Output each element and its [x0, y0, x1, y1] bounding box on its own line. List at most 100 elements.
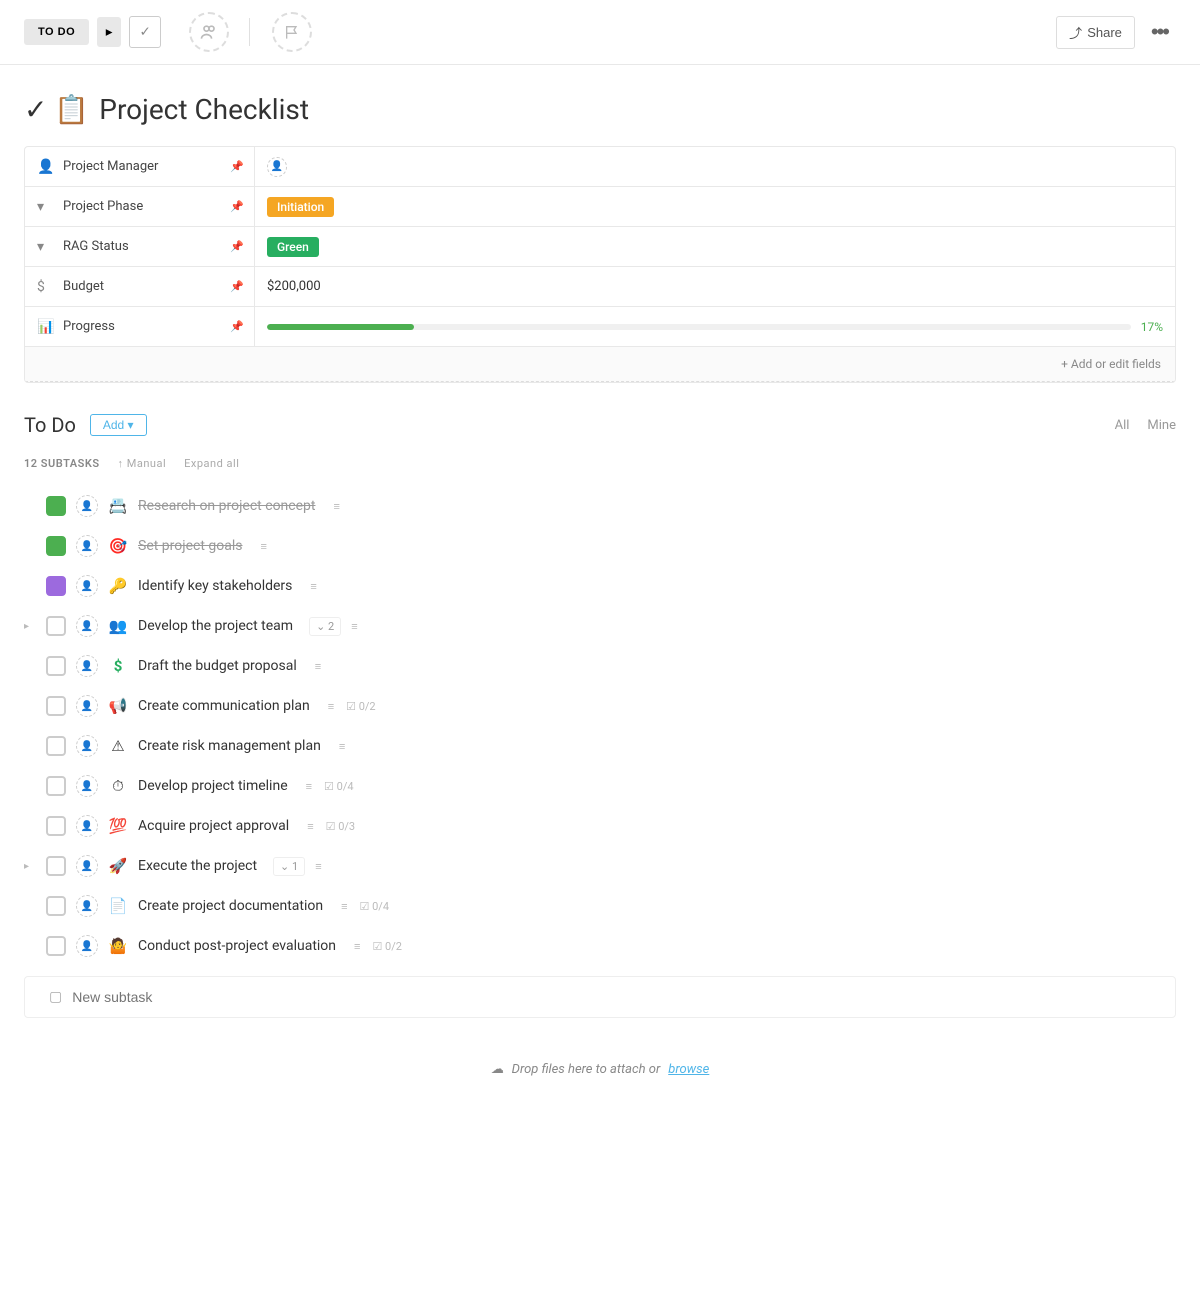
filter-all[interactable]: All — [1115, 418, 1130, 433]
task-row[interactable]: ▸👤👥Develop the project team⌄ 2≡ — [24, 606, 1176, 646]
task-assignee-icon[interactable]: 👤 — [76, 735, 98, 757]
add-button[interactable]: Add ▾ — [90, 414, 147, 436]
title-section: ✓ 📋 Project Checklist — [0, 65, 1200, 146]
task-checkbox[interactable] — [46, 696, 66, 716]
task-checkbox[interactable] — [46, 536, 66, 556]
task-title[interactable]: Create project documentation — [138, 898, 323, 914]
new-subtask-row[interactable]: ▢ — [24, 976, 1176, 1018]
description-icon[interactable]: ≡ — [337, 738, 347, 755]
task-title[interactable]: Develop the project team — [138, 618, 293, 634]
task-title[interactable]: Acquire project approval — [138, 818, 289, 834]
task-assignee-icon[interactable]: 👤 — [76, 895, 98, 917]
status-button[interactable]: TO DO — [24, 19, 89, 45]
share-button[interactable]: ⤴ Share — [1056, 16, 1135, 49]
task-assignee-icon[interactable]: 👤 — [76, 695, 98, 717]
checklist-badge[interactable]: ☑ 0/2 — [370, 938, 404, 955]
description-icon[interactable]: ≡ — [308, 578, 318, 595]
field-rag-status[interactable]: ▾RAG Status📌 Green — [25, 227, 1175, 267]
description-icon[interactable]: ≡ — [352, 938, 362, 955]
new-subtask-input[interactable] — [72, 989, 1151, 1005]
task-checkbox[interactable] — [46, 496, 66, 516]
browse-link[interactable]: browse — [668, 1062, 709, 1077]
task-emoji-icon: 💯 — [108, 817, 128, 835]
assignee-add-icon[interactable] — [189, 12, 229, 52]
sort-manual[interactable]: ↑ Manual — [118, 457, 167, 470]
task-row[interactable]: 👤 💯 Acquire project approval ≡ ☑ 0/3 — [24, 806, 1176, 846]
rag-badge: Green — [267, 237, 319, 257]
task-checkbox[interactable] — [46, 736, 66, 756]
task-assignee-icon[interactable]: 👤 — [76, 935, 98, 957]
field-budget[interactable]: $Budget📌 $200,000 — [25, 267, 1175, 307]
task-checkbox[interactable] — [46, 936, 66, 956]
task-title[interactable]: Research on project concept — [138, 498, 315, 514]
task-assignee-icon[interactable]: 👤 — [76, 575, 98, 597]
dropdown-icon: ▾ — [37, 239, 55, 255]
task-row[interactable]: 👤🔑Identify key stakeholders≡ — [24, 566, 1176, 606]
filter-mine[interactable]: Mine — [1147, 418, 1176, 433]
task-row[interactable]: 👤⚠Create risk management plan≡ — [24, 726, 1176, 766]
description-icon[interactable]: ≡ — [349, 618, 359, 635]
task-title[interactable]: Create risk management plan — [138, 738, 321, 754]
checklist-badge[interactable]: ☑ 0/3 — [324, 818, 358, 835]
priority-flag-icon[interactable] — [272, 12, 312, 52]
task-row[interactable]: 👤🤷Conduct post-project evaluation≡☑ 0/2 — [24, 926, 1176, 966]
task-title[interactable]: Identify key stakeholders — [138, 578, 292, 594]
assignee-placeholder-icon[interactable]: 👤 — [267, 157, 287, 177]
field-progress[interactable]: 📊Progress📌 17% — [25, 307, 1175, 347]
checklist-badge[interactable]: ☑ 0/4 — [358, 898, 392, 915]
field-project-phase[interactable]: ▾Project Phase📌 Initiation — [25, 187, 1175, 227]
status-next-button[interactable]: ▸ — [97, 17, 121, 47]
page-title: ✓ 📋 Project Checklist — [24, 93, 1176, 126]
description-icon[interactable]: ≡ — [339, 898, 349, 915]
complete-button[interactable]: ✓ — [129, 16, 161, 48]
expand-caret-icon[interactable]: ▸ — [24, 621, 36, 632]
expand-caret-icon[interactable]: ▸ — [24, 861, 36, 872]
task-row[interactable]: 👤📄Create project documentation≡☑ 0/4 — [24, 886, 1176, 926]
description-icon[interactable]: ≡ — [259, 538, 269, 555]
task-row[interactable]: 👤📇Research on project concept≡ — [24, 486, 1176, 526]
expand-all[interactable]: Expand all — [184, 457, 239, 470]
task-checkbox[interactable] — [46, 896, 66, 916]
task-checkbox[interactable] — [46, 616, 66, 636]
task-assignee-icon[interactable]: 👤 — [76, 495, 98, 517]
task-assignee-icon[interactable]: 👤 — [76, 775, 98, 797]
description-icon[interactable]: ≡ — [313, 658, 323, 675]
task-checkbox[interactable] — [46, 816, 66, 836]
task-row[interactable]: 👤📢Create communication plan≡☑ 0/2 — [24, 686, 1176, 726]
pin-icon: 📌 — [230, 240, 244, 253]
description-icon[interactable]: ≡ — [331, 498, 341, 515]
task-title[interactable]: Develop project timeline — [138, 778, 288, 794]
task-assignee-icon[interactable]: 👤 — [76, 855, 98, 877]
task-title[interactable]: Draft the budget proposal — [138, 658, 297, 674]
description-icon[interactable]: ≡ — [313, 858, 323, 875]
fields-table: 👤Project Manager📌 👤 ▾Project Phase📌 Init… — [24, 146, 1176, 383]
task-row[interactable]: 👤⏱Develop project timeline≡☑ 0/4 — [24, 766, 1176, 806]
task-checkbox[interactable] — [46, 576, 66, 596]
more-button[interactable]: ••• — [1143, 19, 1176, 45]
field-project-manager[interactable]: 👤Project Manager📌 👤 — [25, 147, 1175, 187]
task-row[interactable]: ▸👤🚀Execute the project⌄ 1≡ — [24, 846, 1176, 886]
description-icon[interactable]: ≡ — [305, 818, 315, 835]
task-assignee-icon[interactable]: 👤 — [76, 655, 98, 677]
task-checkbox[interactable] — [46, 856, 66, 876]
upload-icon: ☁ — [491, 1062, 504, 1077]
checklist-badge[interactable]: ☑ 0/4 — [322, 778, 356, 795]
add-edit-fields-button[interactable]: + Add or edit fields — [25, 347, 1175, 382]
task-title[interactable]: Execute the project — [138, 858, 257, 874]
description-icon[interactable]: ≡ — [304, 778, 314, 795]
task-assignee-icon[interactable]: 👤 — [76, 815, 98, 837]
task-row[interactable]: 👤🎯Set project goals≡ — [24, 526, 1176, 566]
task-assignee-icon[interactable]: 👤 — [76, 615, 98, 637]
task-title[interactable]: Create communication plan — [138, 698, 310, 714]
subtask-count-badge[interactable]: ⌄ 2 — [309, 617, 341, 636]
task-checkbox[interactable] — [46, 656, 66, 676]
description-icon[interactable]: ≡ — [326, 698, 336, 715]
task-assignee-icon[interactable]: 👤 — [76, 535, 98, 557]
task-title[interactable]: Conduct post-project evaluation — [138, 938, 336, 954]
task-row[interactable]: 👤$Draft the budget proposal≡ — [24, 646, 1176, 686]
file-dropzone[interactable]: ☁ Drop files here to attach or browse — [0, 1038, 1200, 1101]
subtask-count-badge[interactable]: ⌄ 1 — [273, 857, 305, 876]
task-checkbox[interactable] — [46, 776, 66, 796]
checklist-badge[interactable]: ☑ 0/2 — [344, 698, 378, 715]
task-title[interactable]: Set project goals — [138, 538, 243, 554]
